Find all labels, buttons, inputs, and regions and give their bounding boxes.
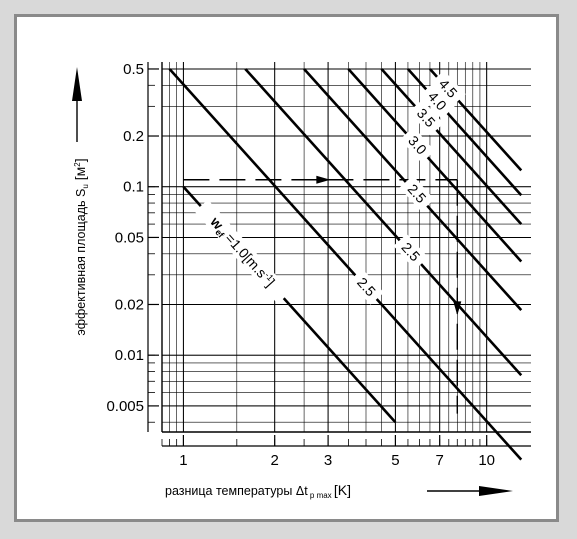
x-axis-subscript: p max xyxy=(308,491,334,500)
y-tick-label: 0.02 xyxy=(115,296,144,313)
y-tick-label: 0.2 xyxy=(123,128,144,145)
x-tick-label: 10 xyxy=(478,452,495,469)
line-label-bg xyxy=(194,199,291,304)
y-axis-label: эффективная площадь Su [м2] xyxy=(72,67,90,336)
y-axis-subscript: u xyxy=(81,184,90,188)
x-axis-label: разница температуры Δt p max [K] xyxy=(165,482,513,500)
y-tick-label: 0.1 xyxy=(123,179,144,196)
tick-labels: 1 2 3 5 7 10 0.5 0.2 0.1 0.05 0.02 0.01 0.005 xyxy=(106,61,495,469)
x-tick-label: 2 xyxy=(271,452,279,469)
y-axis-title: эффективная площадь Su [м2] xyxy=(72,158,90,335)
y-axis-title-group: эффективная площадь Su [м2] xyxy=(72,158,90,335)
y-tick-label: 0.05 xyxy=(115,229,144,246)
line-label: wef=1.0[m.s-1] xyxy=(205,213,278,291)
y-axis-unit-open: [м xyxy=(72,167,88,181)
axes xyxy=(147,62,531,447)
data-lines xyxy=(168,68,523,461)
x-axis-title-text: разница температуры xyxy=(165,484,296,498)
line-label-bg xyxy=(430,70,466,107)
y-axis-title-text: эффективная площадь S xyxy=(74,189,88,336)
x-tick-label: 5 xyxy=(391,452,399,469)
x-tick-label: 7 xyxy=(436,452,444,469)
series-line-6 xyxy=(406,68,523,197)
line-label-bg xyxy=(393,233,429,270)
line-label-bg xyxy=(349,268,384,305)
example-arrow-down xyxy=(453,301,462,316)
y-axis-unit-sup: 2 xyxy=(73,162,82,167)
line-label-bg xyxy=(400,127,435,163)
line-label-bg xyxy=(399,175,435,212)
x-axis-title: разница температуры Δt p max [K] xyxy=(165,482,351,500)
y-axis-arrow-head xyxy=(72,67,82,101)
y-tick-label: 0.005 xyxy=(106,398,144,415)
y-tick-label: 0.5 xyxy=(123,61,144,78)
example-arrow-right xyxy=(316,175,331,184)
x-tick-label: 3 xyxy=(324,452,332,469)
x-axis-arrow-head xyxy=(479,486,513,496)
y-axis-unit-close: ] xyxy=(72,158,88,162)
series-line-2 xyxy=(244,68,523,377)
x-axis-unit: [K] xyxy=(334,482,351,498)
x-tick-label: 1 xyxy=(179,452,187,469)
line-label-bg xyxy=(420,82,455,119)
series-line-4 xyxy=(347,68,523,263)
x-axis-symbol: Δt xyxy=(296,484,308,498)
series-line-5 xyxy=(380,68,523,225)
line-label-bg xyxy=(408,99,444,136)
y-tick-label: 0.01 xyxy=(115,347,144,364)
series-line-1 xyxy=(168,68,523,461)
